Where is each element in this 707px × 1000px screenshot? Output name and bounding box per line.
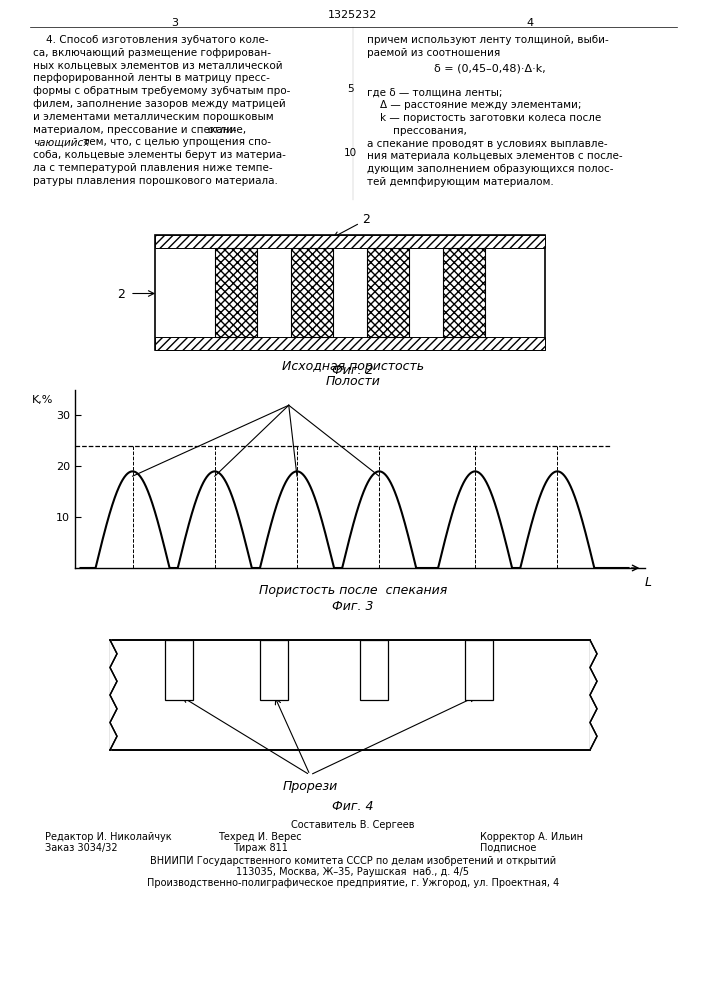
Text: формы с обратным требуемому зубчатым про-: формы с обратным требуемому зубчатым про… <box>33 86 291 96</box>
Text: 2: 2 <box>117 288 125 302</box>
Bar <box>155 337 545 350</box>
Text: Подписное: Подписное <box>480 843 537 853</box>
Text: 4. Способ изготовления зубчатого коле-: 4. Способ изготовления зубчатого коле- <box>33 35 269 45</box>
Text: ВНИИПИ Государственного комитета СССР по делам изобретений и открытий: ВНИИПИ Государственного комитета СССР по… <box>150 856 556 866</box>
Text: Исходная пористость: Исходная пористость <box>282 360 424 373</box>
Bar <box>465 640 493 700</box>
Text: перфорированной ленты в матрицу пресс-: перфорированной ленты в матрицу пресс- <box>33 73 270 83</box>
Text: дующим заполнением образующихся полос-: дующим заполнением образующихся полос- <box>367 164 614 174</box>
Text: 3: 3 <box>172 18 178 28</box>
Text: Тираж 811: Тираж 811 <box>233 843 288 853</box>
Text: отли-: отли- <box>208 125 238 135</box>
Text: чающийся: чающийся <box>33 137 90 147</box>
Text: 5: 5 <box>346 84 354 94</box>
Bar <box>155 235 545 350</box>
Text: L: L <box>644 576 651 589</box>
Text: причем используют ленту толщиной, выби-: причем используют ленту толщиной, выби- <box>367 35 609 45</box>
Text: Корректор А. Ильин: Корректор А. Ильин <box>480 832 583 842</box>
Text: Техред И. Верес: Техред И. Верес <box>218 832 302 842</box>
Bar <box>155 248 545 337</box>
Text: Пористость после  спекания: Пористость после спекания <box>259 584 447 597</box>
Text: са, включающий размещение гофрирован-: са, включающий размещение гофрирован- <box>33 48 271 58</box>
Text: где δ — толщина ленты;: где δ — толщина ленты; <box>367 87 503 97</box>
Bar <box>215 248 257 337</box>
Text: Составитель В. Сергеев: Составитель В. Сергеев <box>291 820 415 830</box>
Bar <box>260 640 288 700</box>
Text: ла с температурой плавления ниже темпе-: ла с температурой плавления ниже темпе- <box>33 163 273 173</box>
Text: Редактор И. Николайчук: Редактор И. Николайчук <box>45 832 172 842</box>
Text: K,%: K,% <box>32 395 53 405</box>
Text: Фиг. 2: Фиг. 2 <box>332 364 374 377</box>
Text: Полости: Полости <box>325 375 380 388</box>
Text: ных кольцевых элементов из металлической: ных кольцевых элементов из металлической <box>33 61 283 71</box>
Text: тей демпфирующим материалом.: тей демпфирующим материалом. <box>367 177 554 187</box>
Bar <box>165 640 193 700</box>
Text: 1325232: 1325232 <box>328 10 378 20</box>
Text: 10: 10 <box>344 148 356 158</box>
Bar <box>155 235 545 248</box>
Bar <box>443 248 485 337</box>
Text: ратуры плавления порошкового материала.: ратуры плавления порошкового материала. <box>33 176 278 186</box>
Text: ния материала кольцевых элементов с после-: ния материала кольцевых элементов с посл… <box>367 151 623 161</box>
Text: Фиг. 4: Фиг. 4 <box>332 800 374 813</box>
Text: Производственно-полиграфическое предприятие, г. Ужгород, ул. Проектная, 4: Производственно-полиграфическое предприя… <box>147 878 559 888</box>
Text: Прорези: Прорези <box>282 780 338 793</box>
Text: 4: 4 <box>527 18 534 28</box>
Bar <box>367 248 409 337</box>
Text: Δ — расстояние между элементами;: Δ — расстояние между элементами; <box>367 100 581 110</box>
Text: филем, заполнение зазоров между матрицей: филем, заполнение зазоров между матрицей <box>33 99 286 109</box>
Text: δ = (0,45–0,48)·Δ·k,: δ = (0,45–0,48)·Δ·k, <box>434 64 546 74</box>
Text: материалом, прессование и спекание,: материалом, прессование и спекание, <box>33 125 250 135</box>
Text: раемой из соотношения: раемой из соотношения <box>367 48 501 58</box>
Text: прессования,: прессования, <box>367 126 467 136</box>
Text: k — пористость заготовки колеса после: k — пористость заготовки колеса после <box>367 113 601 123</box>
Text: а спекание проводят в условиях выплавле-: а спекание проводят в условиях выплавле- <box>367 139 607 149</box>
Text: тем, что, с целью упрощения спо-: тем, что, с целью упрощения спо- <box>80 137 271 147</box>
Text: Фиг. 3: Фиг. 3 <box>332 600 374 613</box>
Bar <box>291 248 333 337</box>
Text: 2: 2 <box>362 213 370 226</box>
Bar <box>110 640 590 750</box>
Text: 113035, Москва, Ж–35, Раушская  наб., д. 4/5: 113035, Москва, Ж–35, Раушская наб., д. … <box>237 867 469 877</box>
Text: и элементами металлическим порошковым: и элементами металлическим порошковым <box>33 112 274 122</box>
Text: Заказ 3034/32: Заказ 3034/32 <box>45 843 117 853</box>
Bar <box>360 640 388 700</box>
Text: соба, кольцевые элементы берут из материа-: соба, кольцевые элементы берут из матери… <box>33 150 286 160</box>
